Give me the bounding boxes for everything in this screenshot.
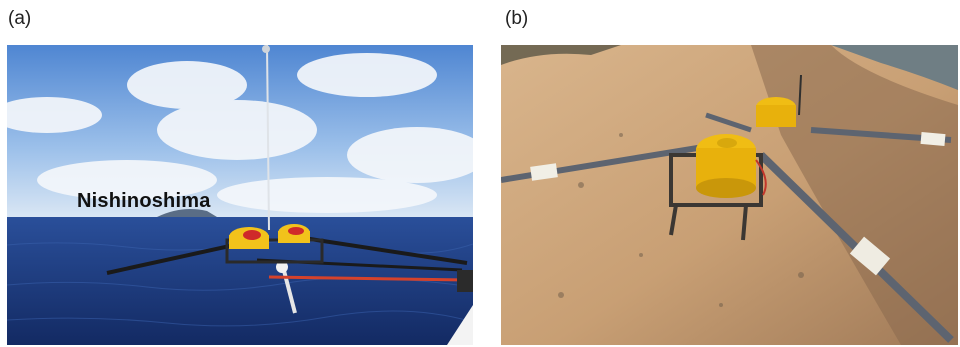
rope	[268, 275, 468, 282]
instrument-yellow-left	[229, 227, 269, 249]
panel-label-a: (a)	[8, 8, 32, 29]
lifting-cable	[266, 45, 270, 231]
beach-instrument-image	[501, 45, 958, 345]
instrument-yellow-front	[696, 134, 756, 198]
sea	[831, 45, 958, 90]
instrument-yellow-back	[756, 97, 796, 127]
instrument-yellow-right	[278, 224, 310, 243]
island	[157, 209, 217, 217]
location-label: Nishinoshima	[77, 190, 211, 212]
photo-beach-instrument	[501, 45, 958, 345]
panel-label-b: (b)	[505, 8, 529, 29]
ocean-deployment-image	[7, 45, 473, 345]
clouds	[7, 53, 473, 213]
photo-ocean-deployment: Nishinoshima	[7, 45, 473, 345]
